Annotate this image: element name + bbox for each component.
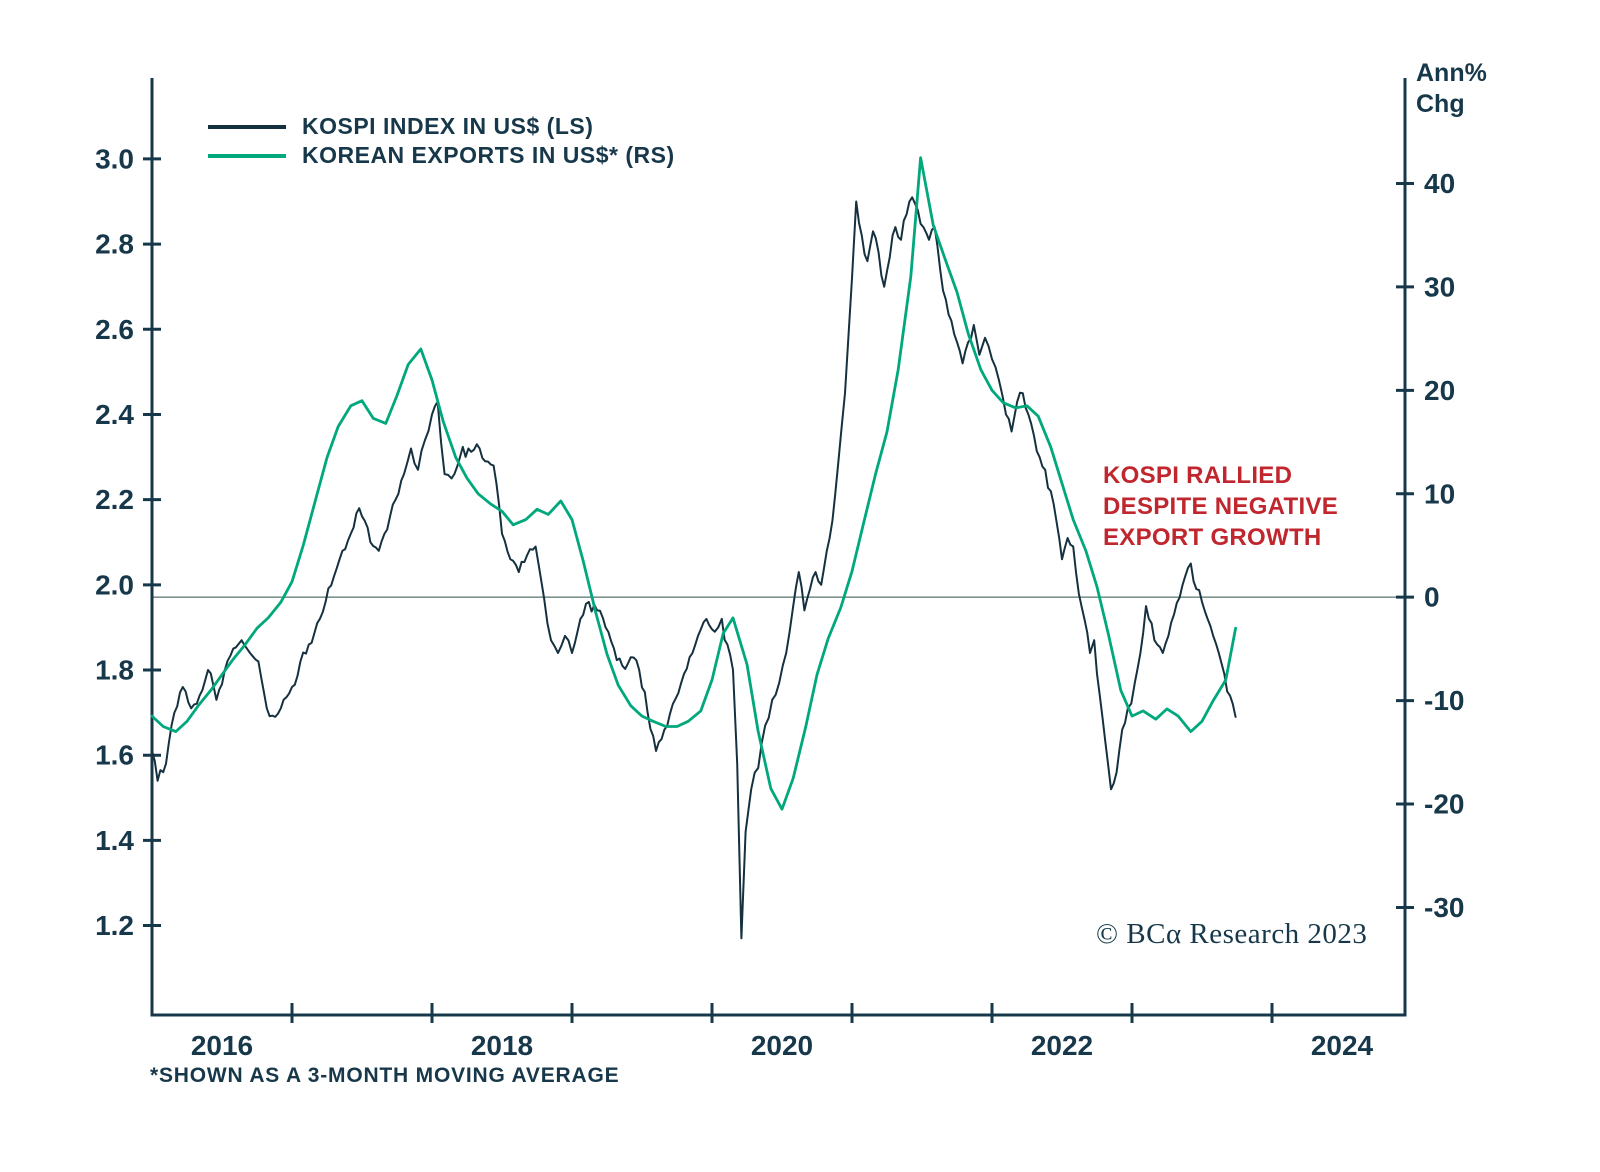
chart-legend: KOSPI INDEX IN US$ (LS) KOREAN EXPORTS I… [208,112,675,170]
right-axis-tick-label: 30 [1424,271,1455,302]
kospi-line [151,196,1237,940]
legend-item-kospi: KOSPI INDEX IN US$ (LS) [208,112,675,141]
right-axis-tick-label: 40 [1424,168,1455,199]
right-axis-tick-label: -30 [1424,892,1464,923]
copyright-text: © BCα Research 2023 [1096,918,1368,950]
right-axis-tick-label: 0 [1424,582,1440,613]
chart-annotation: KOSPI RALLIED DESPITE NEGATIVE EXPORT GR… [1103,460,1338,553]
right-axis-tick-label: 20 [1424,375,1455,406]
left-axis-tick-label: 1.2 [95,910,134,941]
left-axis-tick-label: 1.4 [95,825,134,856]
right-axis-tick-label: -20 [1424,789,1464,820]
exports-line-swatch [208,153,286,158]
x-axis-label: 2016 [191,1030,253,1061]
plot-border [150,78,1407,1017]
kospi-line-swatch [208,124,286,129]
right-axis-title: Ann% Chg [1416,58,1487,120]
left-axis-tick-label: 2.6 [95,314,134,345]
x-axis-label: 2022 [1031,1030,1093,1061]
legend-item-exports: KOREAN EXPORTS IN US$* (RS) [208,141,675,170]
x-axis-label: 2020 [751,1030,813,1061]
x-axis-label: 2018 [471,1030,533,1061]
exports-line [150,156,1237,811]
annotation-line1: KOSPI RALLIED [1103,462,1293,489]
right-axis-title-line2: Chg [1416,90,1465,118]
footnote-text: *SHOWN AS A 3-MONTH MOVING AVERAGE [150,1064,620,1087]
left-axis-tick-label: 1.6 [95,740,134,771]
left-axis-tick-label: 3.0 [95,143,134,174]
annotation-line2: DESPITE NEGATIVE [1103,493,1339,520]
annotation-line3: EXPORT GROWTH [1103,524,1322,551]
legend-label-exports: KOREAN EXPORTS IN US$* (RS) [302,142,675,168]
right-axis-tick-label: -10 [1424,685,1464,716]
right-axis-tick-label: 10 [1424,478,1455,509]
x-axis-label: 2024 [1311,1030,1374,1061]
legend-label-kospi: KOSPI INDEX IN US$ (LS) [302,113,594,139]
left-axis-tick-label: 2.2 [95,484,134,515]
left-axis-tick-label: 2.0 [95,569,134,600]
left-axis-tick-label: 1.8 [95,655,134,686]
right-axis-title-line1: Ann% [1416,59,1487,87]
left-axis-tick-label: 2.4 [95,399,134,430]
left-axis-tick-label: 2.8 [95,229,134,260]
